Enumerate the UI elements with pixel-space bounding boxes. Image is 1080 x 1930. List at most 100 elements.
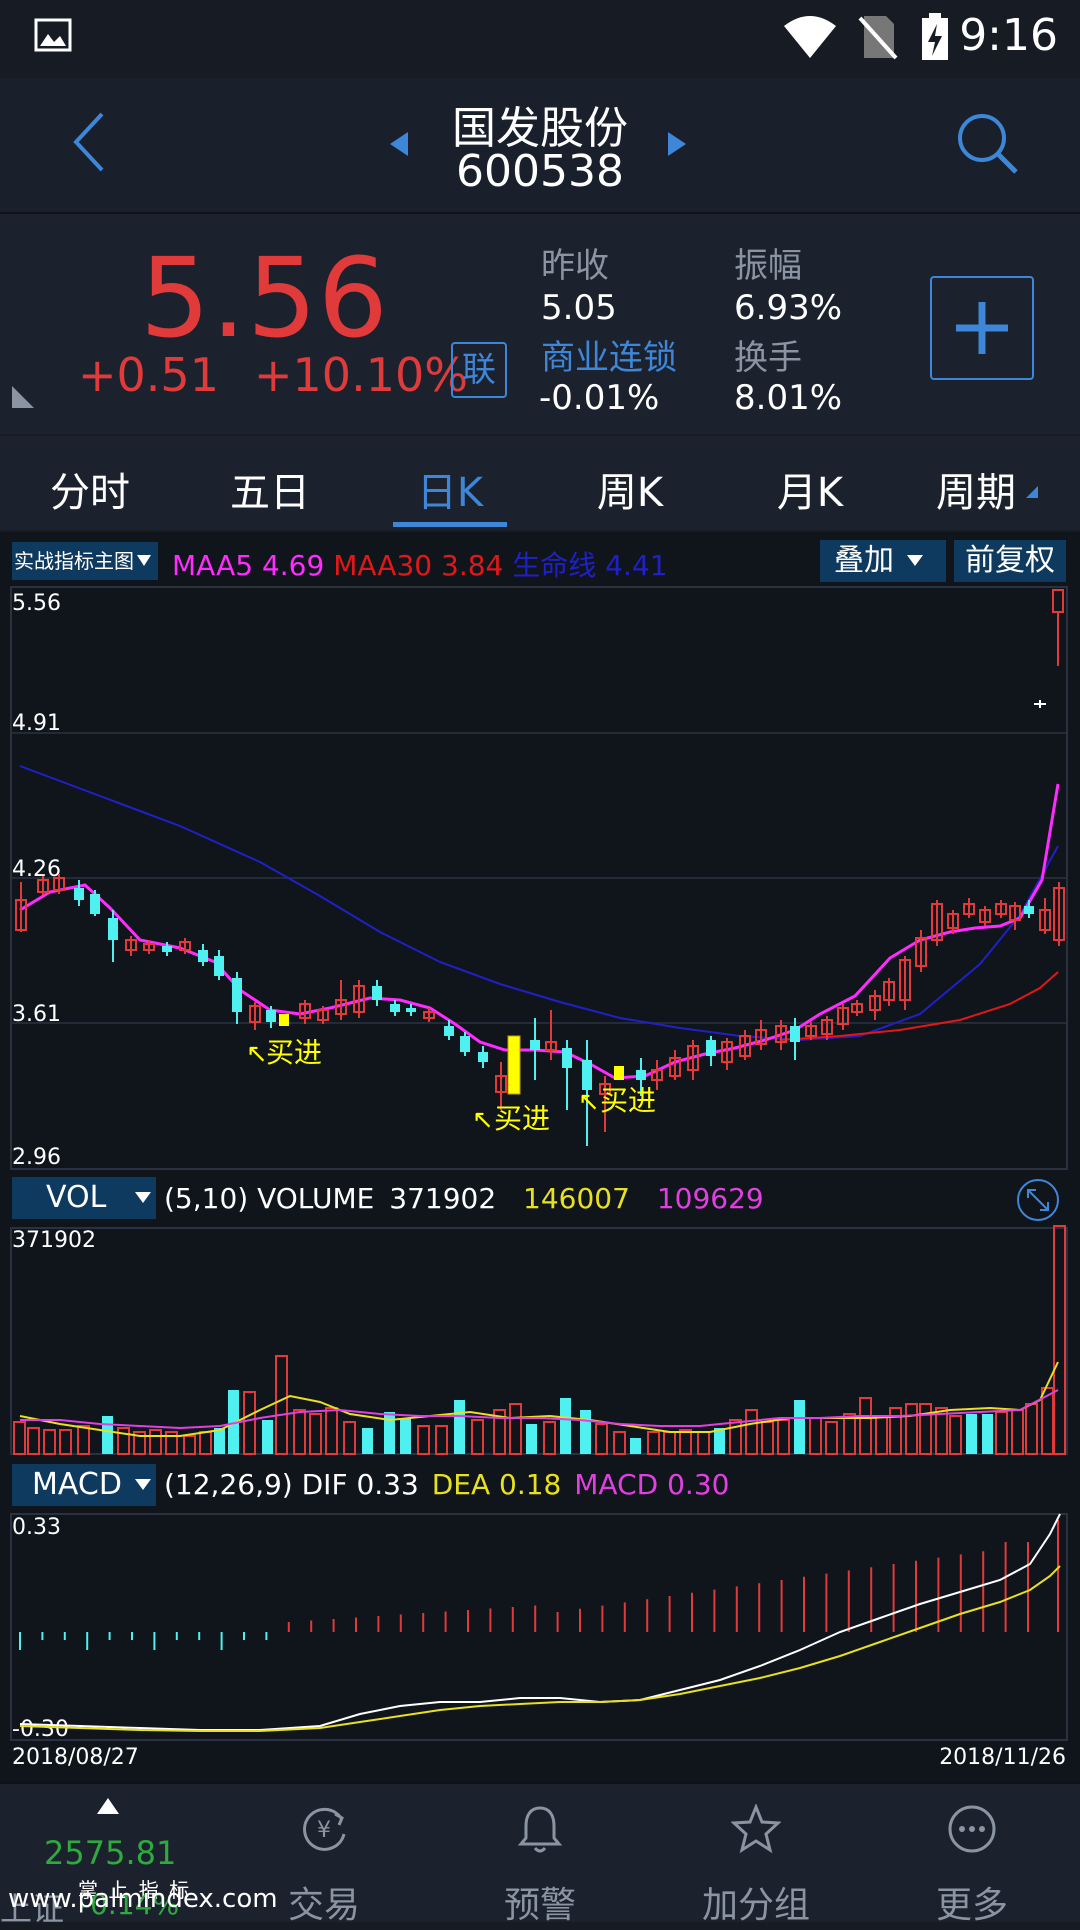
- ma30-label: MAA30: [333, 549, 433, 582]
- candle-body: [805, 1025, 817, 1037]
- more-icon: [948, 1805, 996, 1853]
- life-line-value: 4.41: [605, 549, 668, 582]
- volume-bar: [417, 1425, 430, 1455]
- tab-daily-k[interactable]: 日K: [416, 470, 484, 516]
- dea-series: [19, 1565, 1061, 1732]
- clock: 9:16: [959, 10, 1058, 61]
- candle-body: [198, 950, 208, 962]
- tab-intraday[interactable]: 分时: [50, 470, 130, 516]
- expand-up-icon[interactable]: [95, 1796, 121, 1816]
- add-watchlist-button[interactable]: [930, 276, 1034, 380]
- end-date-label: 2018/11/26: [939, 1745, 1066, 1770]
- tab-five-day[interactable]: 五日: [230, 470, 310, 516]
- buy-signal-label: 买进: [494, 1102, 550, 1135]
- candle-body: [545, 1041, 557, 1051]
- candle-body: [790, 1026, 800, 1042]
- nav-alert-label: 预警: [503, 1885, 576, 1926]
- next-stock-icon[interactable]: [664, 130, 688, 158]
- nav-more[interactable]: 更多: [864, 1784, 1080, 1926]
- wifi-icon: [784, 16, 836, 58]
- sector-change: -0.01%: [539, 378, 660, 418]
- volume-bar: [526, 1424, 537, 1454]
- prev-close-label: 昨收: [541, 246, 609, 286]
- candle-body: [249, 1005, 261, 1023]
- nav-alert[interactable]: 预警: [432, 1784, 648, 1926]
- volume-bar: [27, 1427, 40, 1455]
- candle-body: [460, 1036, 470, 1052]
- index-value[interactable]: 2575.81: [44, 1834, 177, 1872]
- candle-body: [947, 913, 959, 929]
- watermark-url: www.palmindex.com: [8, 1884, 278, 1914]
- macd-selector[interactable]: MACD: [12, 1464, 156, 1506]
- index-change: -0.14%: [80, 1888, 180, 1921]
- candle-body: [851, 1003, 863, 1013]
- volume-bar: [966, 1414, 977, 1454]
- status-bar: 9:16: [0, 0, 1080, 78]
- candle-body: [755, 1029, 767, 1045]
- linked-button[interactable]: 联: [451, 342, 507, 398]
- active-tab-indicator: [393, 522, 507, 527]
- ma5-value: 4.69: [261, 549, 325, 582]
- volume-bar: [630, 1438, 641, 1454]
- volume-bar: [679, 1429, 692, 1455]
- candle-body: [266, 1010, 276, 1022]
- candle-body: [899, 959, 911, 1001]
- yen-exchange-icon: ¥: [303, 1807, 346, 1851]
- candle-body: [232, 978, 242, 1012]
- price-change-percent: +10.10%: [254, 348, 468, 402]
- period-tabs: 分时 五日 日K 周K 月K 周期: [0, 436, 1080, 530]
- chart-area: [0, 532, 1080, 1782]
- macd-value: 0.30: [667, 1468, 730, 1501]
- ma-legend: MAA5 4.69 MAA30 3.84 生命线 4.41: [172, 544, 668, 584]
- prev-stock-icon[interactable]: [388, 130, 412, 158]
- overlay-button[interactable]: 叠加: [820, 540, 946, 582]
- quote-panel: 5.56 +0.51 +10.10% 联 昨收 5.05 商业连锁 -0.01%…: [0, 214, 1080, 434]
- turnover-label: 换手: [734, 338, 802, 378]
- candle-body: [74, 888, 84, 900]
- volume-bar: [384, 1412, 395, 1454]
- tab-monthly-k[interactable]: 月K: [776, 470, 844, 516]
- candle-body: [837, 1007, 849, 1025]
- candle-body: [90, 894, 100, 914]
- svg-text:↖: ↖: [472, 1105, 494, 1135]
- volume-bar: [43, 1429, 56, 1455]
- candle-body: [687, 1045, 699, 1071]
- search-icon[interactable]: [956, 112, 1020, 176]
- svg-text:¥: ¥: [317, 1818, 331, 1843]
- volume-bar: [697, 1431, 710, 1455]
- volume-bar: [935, 1407, 948, 1455]
- life-line-series: [19, 765, 1059, 1042]
- volume-bar: [1053, 1225, 1066, 1455]
- ma30-series: [779, 971, 1059, 1041]
- indicator-selector[interactable]: 实战指标主图: [12, 542, 158, 580]
- volume-bar: [647, 1431, 660, 1455]
- candle-body: [444, 1026, 454, 1036]
- sector-link[interactable]: 商业连锁: [541, 338, 677, 378]
- volume-bar: [59, 1429, 72, 1455]
- nav-trade[interactable]: ¥ 交易: [216, 1784, 432, 1926]
- candle-body: [299, 1003, 311, 1019]
- volume-bar: [293, 1409, 306, 1455]
- vol-selector[interactable]: VOL: [12, 1177, 156, 1219]
- volume-bar: [493, 1409, 506, 1455]
- volume-bar: [843, 1413, 856, 1455]
- candle-body: [636, 1070, 646, 1080]
- volume-bar: [543, 1421, 556, 1455]
- candle-body: [143, 943, 155, 951]
- nav-add-group[interactable]: 加分组: [648, 1784, 864, 1926]
- candle-body: [406, 1008, 416, 1012]
- adjust-button[interactable]: 前复权: [954, 540, 1066, 582]
- period-dropdown-icon: [1026, 486, 1038, 498]
- macd-dropdown-icon: [135, 1479, 151, 1490]
- volume-bar: [595, 1423, 608, 1455]
- tab-weekly-k[interactable]: 周K: [596, 470, 664, 516]
- volume-bar: [949, 1415, 962, 1455]
- vol-params: (5,10) VOLUME: [164, 1182, 375, 1215]
- volume-bar: [262, 1420, 273, 1454]
- volume-bar: [214, 1428, 225, 1454]
- candle-body: [582, 1060, 592, 1090]
- expand-chart-icon[interactable]: [1016, 1178, 1060, 1222]
- battery-charging-icon: [922, 13, 948, 60]
- tab-period[interactable]: 周期: [936, 470, 1016, 516]
- back-icon[interactable]: [70, 110, 110, 174]
